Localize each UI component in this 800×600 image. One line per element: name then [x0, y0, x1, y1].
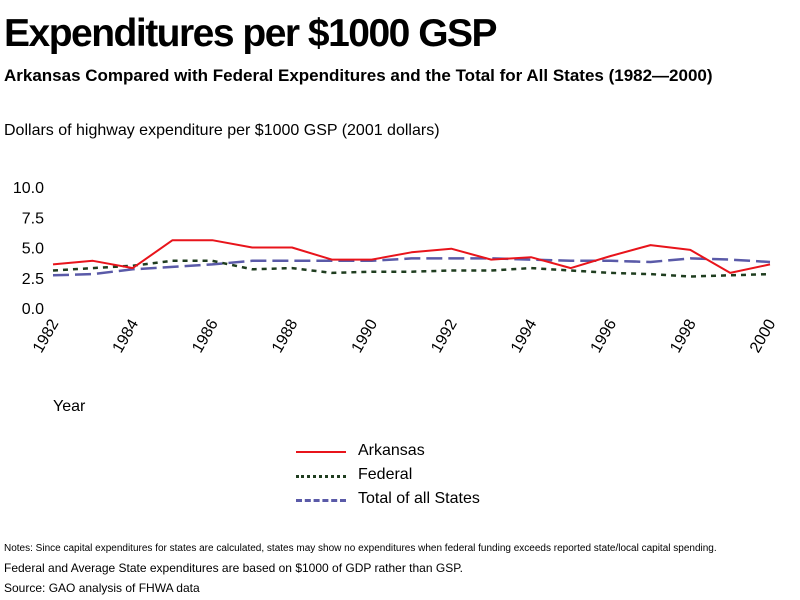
x-axis-title: Year	[53, 398, 86, 415]
x-tick-label: 1990	[349, 316, 382, 355]
x-tick-label: 1994	[508, 316, 541, 355]
x-tick-label: 1986	[189, 316, 222, 355]
y-tick-label: 10.0	[13, 180, 44, 197]
y-tick-label: 0.0	[22, 301, 44, 318]
footnote-gdp: Federal and Average State expenditures a…	[4, 561, 463, 575]
legend-swatch-total-states	[296, 499, 346, 502]
series-line-total-of-all-states	[52, 257, 771, 277]
legend-label-federal: Federal	[358, 466, 413, 483]
x-tick-label: 1992	[428, 316, 461, 355]
y-axis-title: Dollars of highway expenditure per $1000…	[4, 122, 440, 139]
x-tick-label: 1984	[110, 316, 143, 355]
x-tick-label: 1988	[269, 316, 302, 355]
source-note: Source: GAO analysis of FHWA data	[4, 581, 200, 595]
y-tick-label: 7.5	[22, 210, 44, 227]
line-chart: 0.0 2.5 5.0 7.5 10.0 1982 1984 1986 1988 1990 1992…	[13, 180, 780, 356]
footnote-notes: Notes: Since capital expenditures for st…	[4, 543, 717, 554]
legend-label-arkansas: Arkansas	[358, 442, 425, 459]
legend-label-total-states: Total of all States	[358, 490, 480, 507]
x-tick-label: 1996	[588, 316, 621, 355]
y-tick-label: 5.0	[22, 241, 44, 258]
legend-swatch-arkansas	[296, 451, 346, 453]
series-line-arkansas	[52, 239, 771, 274]
legend-swatch-federal	[296, 475, 346, 478]
page-title: Expenditures per $1000 GSP	[4, 12, 498, 55]
series-line-federal	[52, 259, 771, 278]
y-tick-label: 2.5	[22, 271, 44, 288]
page-subtitle: Arkansas Compared with Federal Expenditu…	[4, 66, 713, 85]
x-tick-label: 1998	[667, 316, 700, 355]
x-tick-label: 2000	[747, 316, 780, 355]
x-tick-label: 1982	[30, 316, 63, 355]
